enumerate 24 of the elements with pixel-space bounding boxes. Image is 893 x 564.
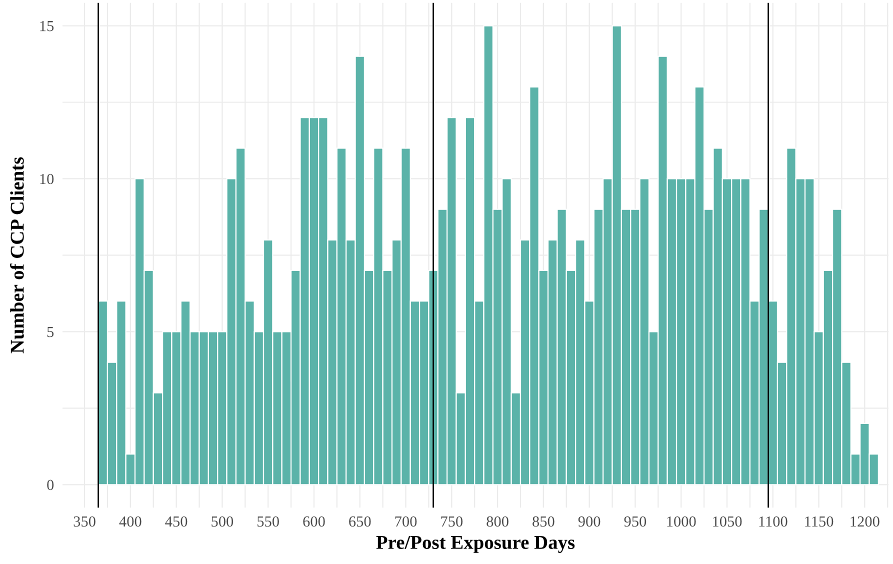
x-tick-label: 350 <box>74 516 96 527</box>
x-tick-label: 700 <box>395 516 417 527</box>
y-tick-label: 15 <box>40 20 54 32</box>
x-tick-label: 1100 <box>759 516 788 527</box>
x-tick-label: 600 <box>303 516 325 527</box>
x-tick-label: 1200 <box>850 516 880 527</box>
x-tick-label: 1050 <box>713 516 742 527</box>
x-tick-label: 1000 <box>667 516 696 527</box>
x-axis-title: Pre/Post Exposure Days <box>376 536 575 553</box>
y-tick-label: 0 <box>47 480 54 490</box>
x-tick-label: 550 <box>258 516 279 527</box>
x-tick-label: 900 <box>578 516 600 527</box>
x-tick-label: 400 <box>119 516 142 527</box>
x-tick-label: 650 <box>349 516 371 527</box>
x-tick-label: 800 <box>486 516 508 527</box>
x-tick-label: 750 <box>441 516 463 527</box>
y-tick-label: 5 <box>47 326 54 338</box>
x-tick-label: 450 <box>165 516 188 527</box>
x-tick-label: 1150 <box>805 516 834 527</box>
x-tick-label: 950 <box>624 516 646 527</box>
y-tick-label: 10 <box>40 174 54 184</box>
y-axis-title: Number of CCP Clients <box>10 157 24 354</box>
x-tick-label: 850 <box>532 516 554 527</box>
x-tick-label: 500 <box>212 516 234 527</box>
